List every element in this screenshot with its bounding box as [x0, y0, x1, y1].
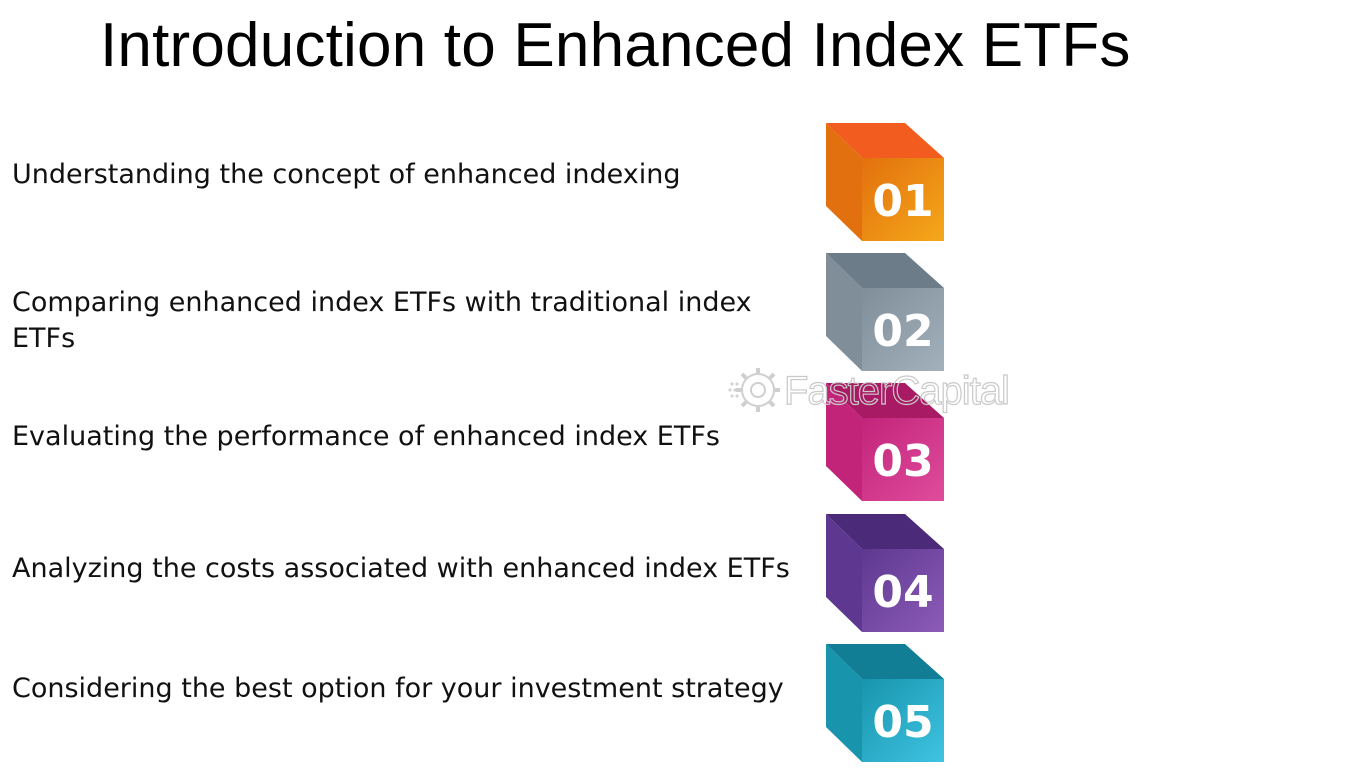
watermark-text: FasterCapital — [784, 369, 1009, 413]
gear-icon — [736, 368, 780, 412]
item-5-text: Considering the best option for your inv… — [12, 673, 784, 704]
watermark-logo: FasterCapital — [728, 364, 1028, 416]
cube-number-05: 05 — [872, 697, 933, 748]
item-4-text: Analyzing the costs associated with enha… — [12, 553, 790, 584]
cube-number-03: 03 — [872, 436, 933, 487]
cube-number-01: 01 — [872, 176, 933, 227]
item-1-text: Understanding the concept of enhanced in… — [12, 159, 681, 190]
step-cube-05: 05 — [822, 641, 946, 765]
cube-number-04: 04 — [872, 567, 933, 618]
item-2-text: Comparing enhanced index ETFs with tradi… — [12, 287, 752, 354]
step-cube-04: 04 — [822, 511, 946, 635]
step-cube-03: 03 — [822, 380, 946, 504]
cube-number-02: 02 — [872, 306, 933, 357]
item-3-text: Evaluating the performance of enhanced i… — [12, 421, 720, 452]
step-cube-01: 01 — [822, 120, 946, 244]
page-title: Introduction to Enhanced Index ETFs — [100, 11, 1131, 80]
step-cube-02: 02 — [822, 250, 946, 374]
